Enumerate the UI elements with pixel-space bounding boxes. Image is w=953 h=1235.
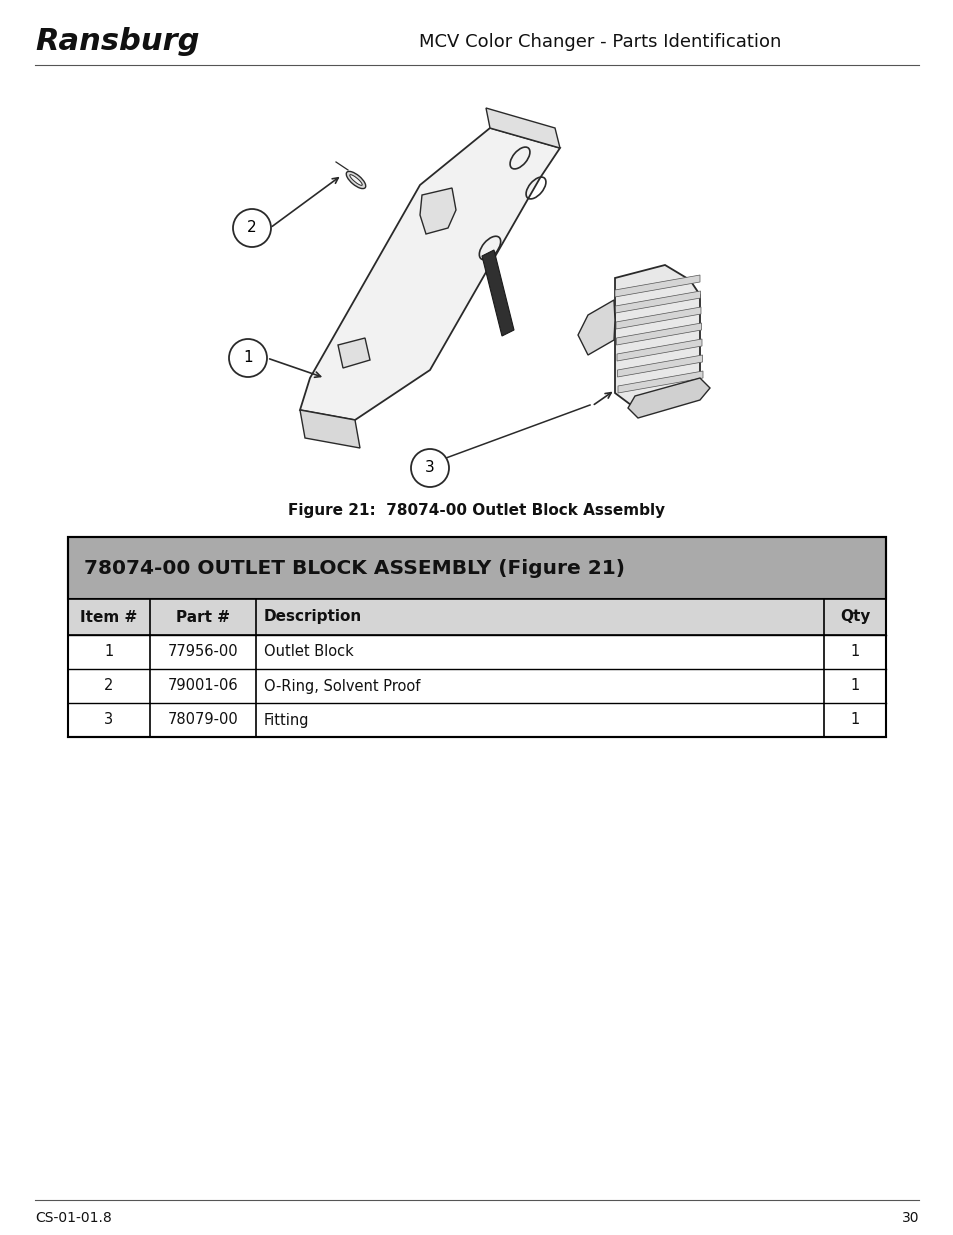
Text: 3: 3 (425, 461, 435, 475)
Polygon shape (618, 370, 702, 393)
Text: Ransburg: Ransburg (35, 27, 199, 57)
Circle shape (229, 338, 267, 377)
Polygon shape (485, 107, 559, 148)
FancyBboxPatch shape (68, 537, 885, 599)
Text: 78079-00: 78079-00 (168, 713, 238, 727)
Text: MCV Color Changer - Parts Identification: MCV Color Changer - Parts Identification (418, 33, 781, 51)
Polygon shape (419, 188, 456, 233)
Text: 2: 2 (247, 221, 256, 236)
Text: Fitting: Fitting (264, 713, 309, 727)
Text: 77956-00: 77956-00 (168, 645, 238, 659)
Polygon shape (617, 338, 701, 361)
Text: 79001-06: 79001-06 (168, 678, 238, 694)
Text: 1: 1 (849, 678, 859, 694)
Text: 1: 1 (243, 351, 253, 366)
Text: Figure 21:  78074-00 Outlet Block Assembly: Figure 21: 78074-00 Outlet Block Assembl… (288, 503, 665, 517)
Text: Qty: Qty (839, 610, 869, 625)
Text: 78074-00 OUTLET BLOCK ASSEMBLY (Figure 21): 78074-00 OUTLET BLOCK ASSEMBLY (Figure 2… (84, 558, 624, 578)
Text: Description: Description (264, 610, 362, 625)
Polygon shape (299, 128, 559, 420)
Ellipse shape (350, 174, 362, 185)
Ellipse shape (346, 172, 365, 189)
Polygon shape (578, 300, 615, 354)
Polygon shape (627, 378, 709, 417)
Polygon shape (615, 291, 700, 312)
Text: 30: 30 (901, 1212, 918, 1225)
Polygon shape (617, 354, 701, 377)
Text: Item #: Item # (80, 610, 137, 625)
Polygon shape (299, 410, 359, 448)
Circle shape (233, 209, 271, 247)
FancyBboxPatch shape (68, 599, 885, 635)
Text: 3: 3 (104, 713, 113, 727)
Text: 1: 1 (849, 645, 859, 659)
Circle shape (411, 450, 449, 487)
Polygon shape (615, 266, 700, 408)
Text: 1: 1 (104, 645, 113, 659)
Polygon shape (615, 275, 700, 296)
Polygon shape (616, 308, 700, 329)
Text: 1: 1 (849, 713, 859, 727)
Polygon shape (481, 249, 514, 336)
Text: O-Ring, Solvent Proof: O-Ring, Solvent Proof (264, 678, 420, 694)
Polygon shape (337, 338, 370, 368)
Text: Part #: Part # (175, 610, 230, 625)
Text: CS-01-01.8: CS-01-01.8 (35, 1212, 112, 1225)
Text: Outlet Block: Outlet Block (264, 645, 354, 659)
Text: 2: 2 (104, 678, 113, 694)
Polygon shape (616, 324, 700, 345)
